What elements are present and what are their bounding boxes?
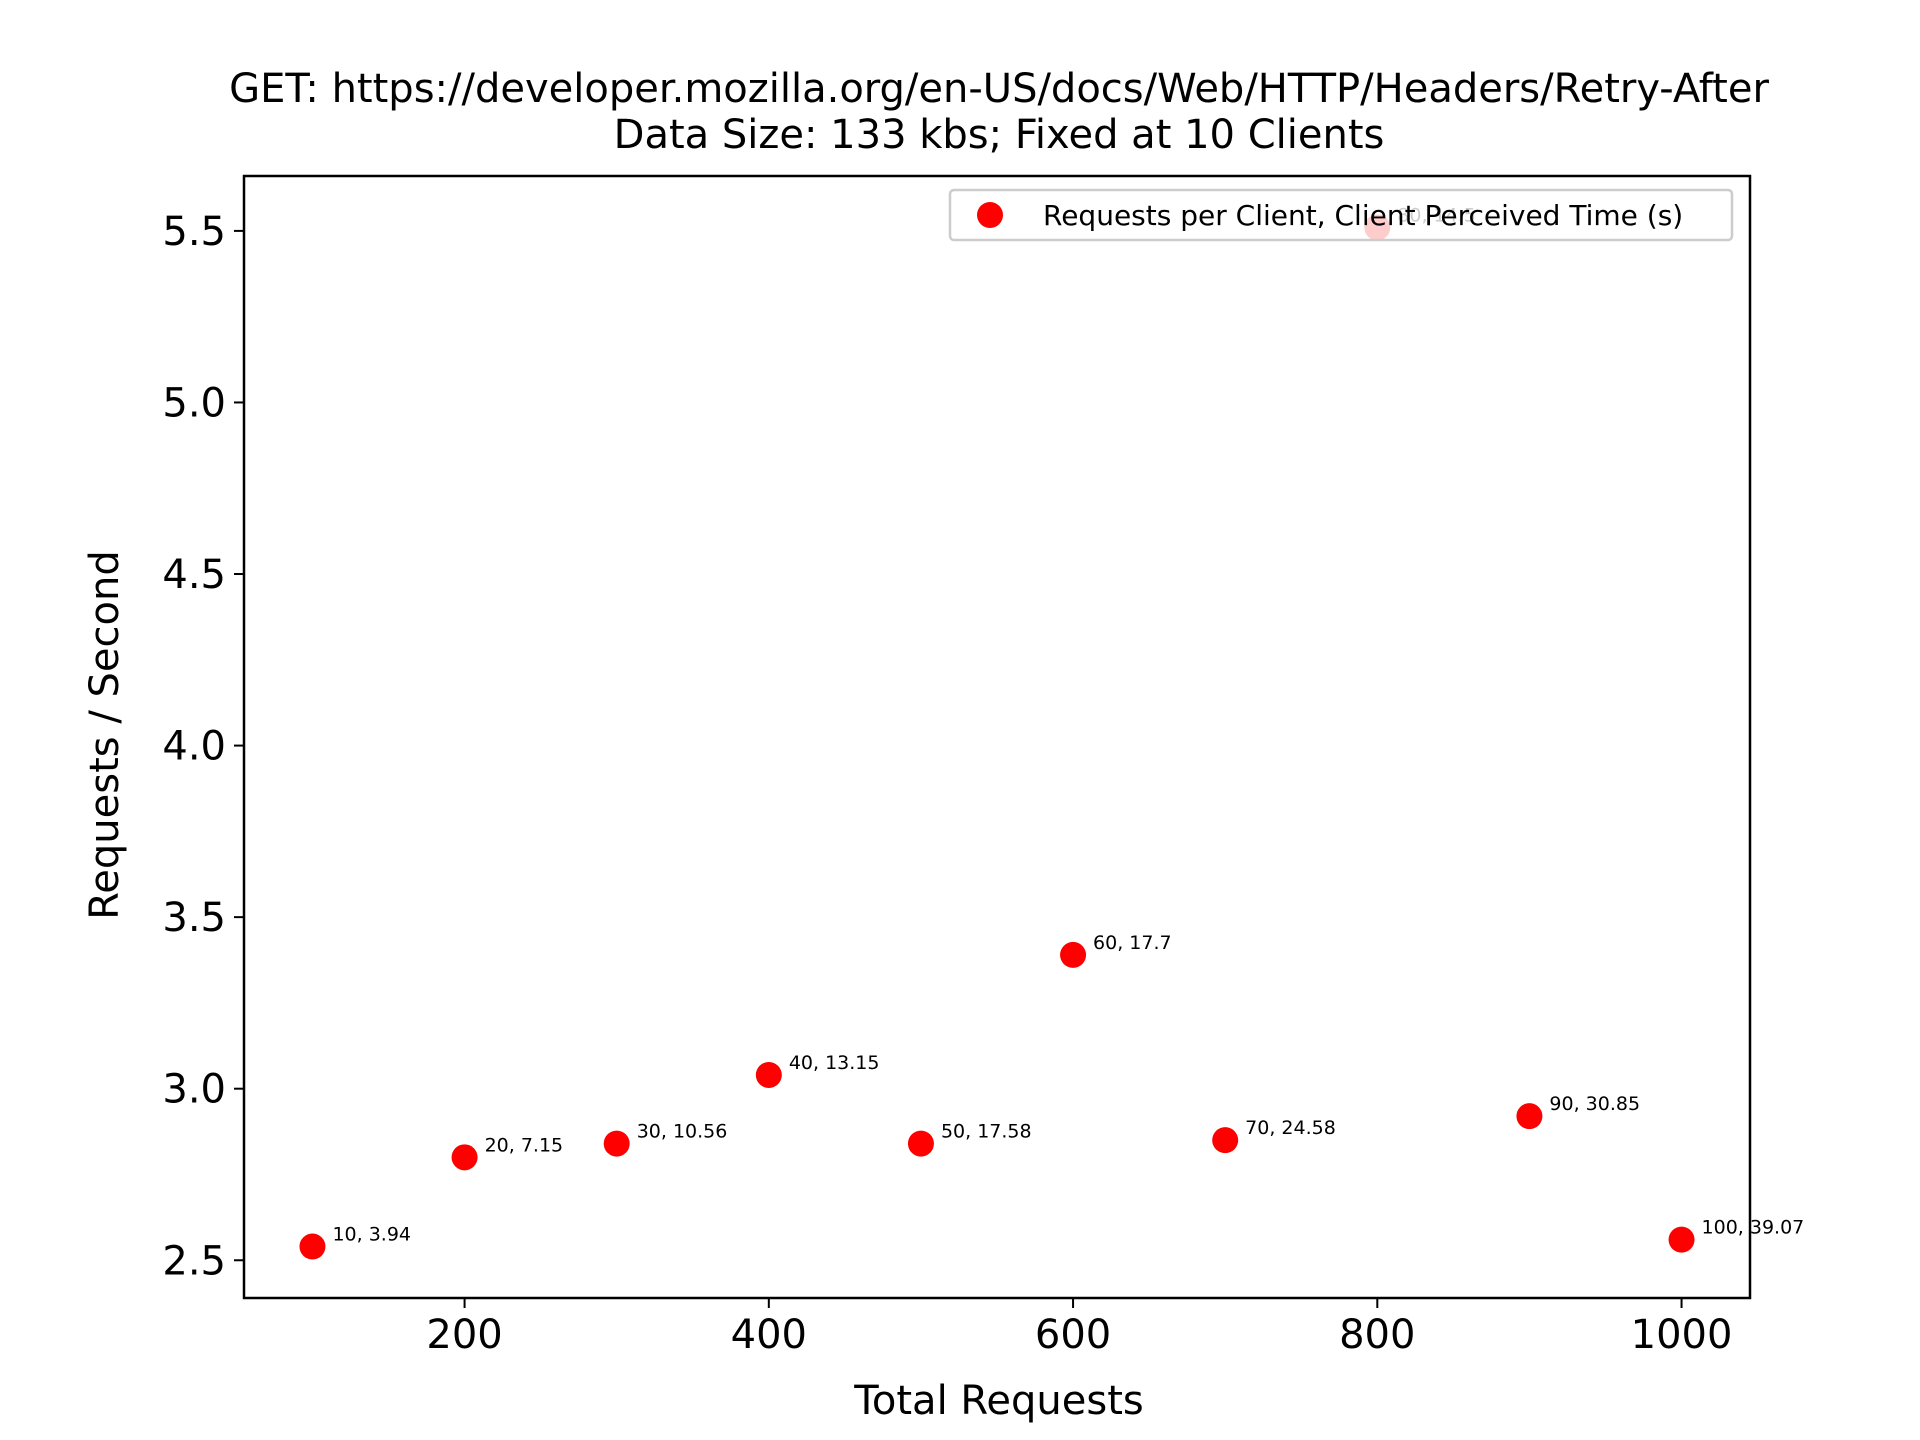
chart-title-line-1: GET: https://developer.mozilla.org/en-US… [229,66,1769,112]
data-point [1516,1103,1543,1130]
x-tick-label: 600 [1035,1312,1111,1358]
data-point-label: 70, 24.58 [1245,1117,1336,1139]
data-point-label: 10, 3.94 [332,1224,411,1246]
data-point [451,1144,478,1171]
data-point-label: 60, 17.7 [1093,932,1172,954]
x-tick-label: 400 [731,1312,807,1358]
data-point [1668,1226,1695,1253]
x-tick-label: 1000 [1631,1312,1733,1358]
data-point [755,1061,782,1088]
legend-box [948,188,1734,242]
legend-marker [977,202,1003,228]
plot-frame [242,174,1752,1300]
chart-title-line-2: Data Size: 133 kbs; Fixed at 10 Clients [614,112,1385,158]
x-tick-label: 200 [426,1312,502,1358]
data-point [907,1130,934,1157]
x-tick-label: 800 [1339,1312,1415,1358]
y-tick-label: 4.5 [162,552,226,598]
y-tick-label: 4.0 [162,724,226,770]
y-tick-label: 5.0 [162,380,226,426]
data-point-label: 100, 39.07 [1702,1217,1805,1239]
y-tick-label: 3.0 [162,1067,226,1113]
x-axis-label: Total Requests [853,1378,1143,1424]
y-tick-label: 5.5 [162,209,226,255]
legend-label: Requests per Client, Client Perceived Ti… [1043,199,1683,232]
data-point-label: 20, 7.15 [485,1134,564,1156]
y-tick-label: 3.5 [162,895,226,941]
data-point [1060,941,1087,968]
data-point [603,1130,630,1157]
data-point [299,1233,326,1260]
data-point [1212,1127,1239,1154]
plot-area: 200 400 600 800 1000 2.5 3.0 3.5 4.0 4.5 5.0 5.5 10,… [162,174,1805,1358]
y-tick-label: 2.5 [162,1238,226,1284]
data-point-label: 30, 10.56 [637,1121,728,1143]
data-point-label: 40, 13.15 [789,1052,880,1074]
y-axis-label: Requests / Second [82,550,128,919]
data-point-label: 50, 17.58 [941,1121,1032,1143]
data-point-label: 90, 30.85 [1549,1093,1640,1115]
